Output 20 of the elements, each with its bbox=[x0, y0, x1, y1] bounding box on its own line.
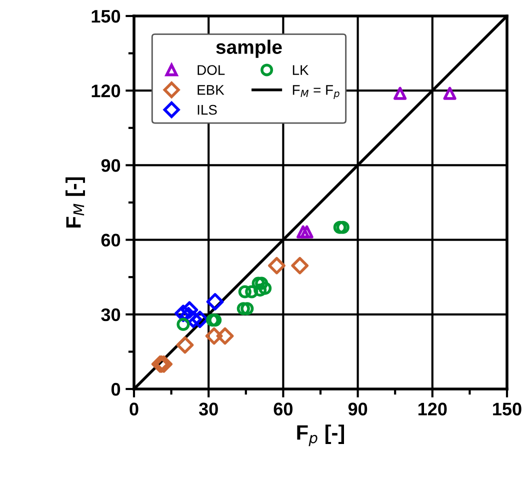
x-tick-label: 120 bbox=[418, 402, 447, 416]
x-tick-label: 30 bbox=[198, 402, 218, 416]
y-tick-label: 120 bbox=[92, 84, 120, 98]
legend-label: LK bbox=[292, 65, 309, 75]
x-tick-label: 0 bbox=[130, 402, 138, 416]
x-tick-label: 60 bbox=[274, 402, 292, 416]
y-axis-title: F$_{M}$ [-] bbox=[66, 177, 85, 228]
legend-label: F$_{M}$ = F$_{p}$ bbox=[292, 85, 340, 99]
y-tick-label: 30 bbox=[101, 308, 120, 322]
x-tick-label: 90 bbox=[348, 402, 368, 416]
y-tick-label: 90 bbox=[101, 159, 120, 172]
x-tick-label: 150 bbox=[493, 402, 522, 416]
legend-label: EBK bbox=[198, 85, 224, 95]
legend-label: DOL bbox=[198, 65, 225, 75]
y-tick-label: 60 bbox=[101, 234, 120, 247]
y-tick-label: 0 bbox=[111, 382, 120, 396]
legend-title: sample bbox=[216, 40, 282, 58]
x-axis-title: F$_{p}$ [-] bbox=[297, 424, 344, 446]
y-tick-label: 150 bbox=[92, 10, 120, 23]
legend-label: ILS bbox=[198, 104, 217, 115]
